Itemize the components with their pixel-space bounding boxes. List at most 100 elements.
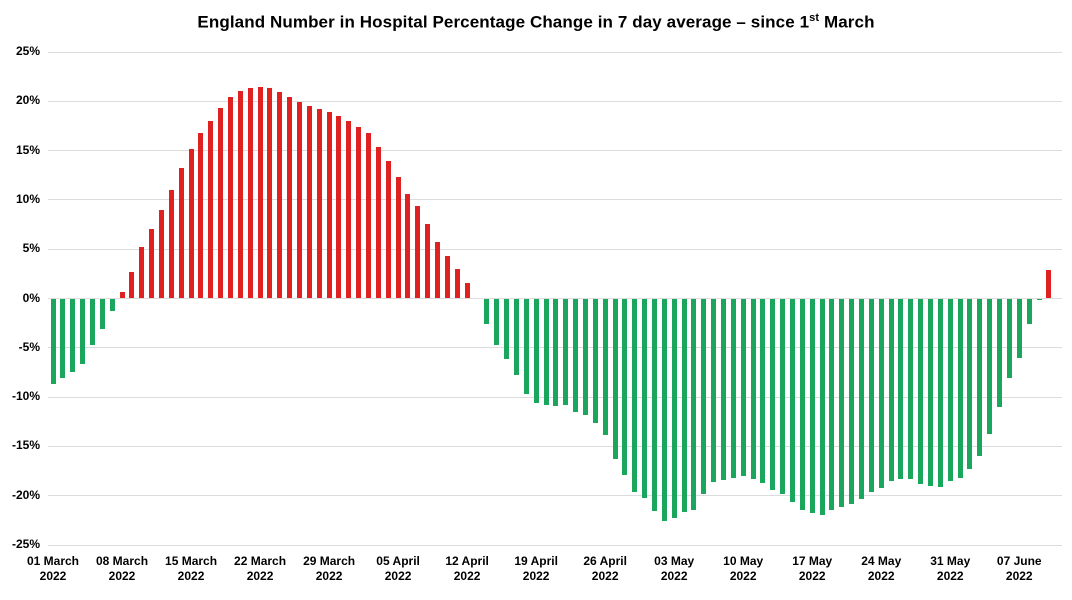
bar [1016, 298, 1022, 358]
x-tick-label: 24 May 2022 [861, 554, 901, 584]
bar [178, 168, 184, 299]
x-tick-date: 10 May [723, 554, 764, 568]
x-tick-date: 22 March [234, 554, 287, 568]
x-tick-date: 12 April [445, 554, 489, 568]
y-tick-label: -15% [11, 438, 40, 453]
x-tick-year: 2022 [246, 569, 274, 583]
x-tick-label: 19 April 2022 [514, 554, 558, 584]
bar [316, 109, 322, 299]
bar [129, 271, 135, 299]
x-tick-year: 2022 [108, 569, 136, 583]
bar [642, 298, 648, 498]
x-tick-year: 2022 [522, 569, 550, 583]
bar [504, 298, 510, 359]
x-tick-label: 07 June 2022 [997, 554, 1042, 584]
bar [415, 205, 421, 299]
x-tick-year: 2022 [177, 569, 205, 583]
bar [701, 298, 707, 494]
x-tick-date: 29 March [303, 554, 356, 568]
bar [997, 298, 1003, 407]
x-tick-label: 15 March 2022 [165, 554, 217, 584]
bar [868, 298, 874, 492]
bar [237, 91, 243, 299]
bar [849, 298, 855, 504]
x-tick-date: 05 April [376, 554, 420, 568]
bar [60, 298, 66, 379]
y-tick-label: -5% [18, 339, 40, 354]
bar [760, 298, 766, 483]
bar [198, 132, 204, 299]
bar [158, 209, 164, 299]
bar [553, 298, 559, 406]
x-tick-date: 31 May [930, 554, 971, 568]
bar [405, 193, 411, 299]
bar [671, 298, 677, 519]
x-tick-label: 03 May 2022 [654, 554, 694, 584]
x-tick-year: 2022 [384, 569, 412, 583]
bar [1026, 298, 1032, 325]
x-tick-date: 08 March [96, 554, 149, 568]
bar [780, 298, 786, 494]
x-tick-year: 2022 [1005, 569, 1033, 583]
bar [523, 298, 529, 395]
chart-title-text-end: March [819, 12, 875, 32]
bar [563, 298, 569, 405]
x-tick-label: 22 March 2022 [234, 554, 286, 584]
bar [336, 116, 342, 299]
bar [326, 112, 332, 299]
x-tick-label: 29 March 2022 [303, 554, 355, 584]
x-tick-date: 03 May [654, 554, 695, 568]
x-tick-label: 08 March 2022 [96, 554, 148, 584]
bar [435, 242, 441, 299]
bar [297, 102, 302, 299]
bar [967, 298, 973, 470]
x-tick-label: 05 April 2022 [376, 554, 420, 584]
bar [632, 298, 638, 492]
bar [109, 298, 115, 312]
bar [957, 298, 963, 478]
bar [89, 298, 95, 345]
bar [533, 298, 539, 404]
bar [375, 146, 381, 299]
bar [1006, 298, 1012, 379]
bar [385, 161, 391, 299]
y-gridline [48, 51, 1062, 53]
bar [99, 298, 105, 330]
x-tick-label: 12 April 2022 [445, 554, 489, 584]
y-tick-label: 10% [15, 191, 40, 206]
bar [681, 298, 687, 513]
bar [425, 223, 431, 299]
bar [859, 298, 865, 499]
chart-title-superscript: st [809, 12, 820, 24]
y-tick-label: -10% [11, 389, 40, 404]
bar [730, 298, 736, 478]
bar [839, 298, 845, 507]
bar [799, 298, 805, 510]
bar [691, 298, 697, 510]
bar [947, 298, 953, 481]
y-tick-label: 0% [22, 290, 40, 305]
bar [543, 298, 549, 405]
bar [454, 268, 460, 299]
bar [829, 298, 835, 510]
y-gridline [48, 199, 1062, 201]
bar [218, 108, 224, 299]
bar [277, 92, 283, 299]
bar [770, 298, 776, 490]
chart-title-text: England Number in Hospital Percentage Ch… [197, 12, 810, 32]
x-tick-year: 2022 [729, 569, 757, 583]
bar [444, 256, 450, 299]
bar [918, 298, 924, 484]
y-tick-label: 20% [15, 93, 40, 108]
bar [149, 229, 155, 299]
chart-title: England Number in Hospital Percentage Ch… [0, 12, 1072, 33]
bar [395, 177, 401, 299]
bar [287, 97, 293, 299]
bar [119, 291, 125, 299]
bar [878, 298, 884, 488]
bar [651, 298, 657, 512]
bar [888, 298, 894, 481]
bar [1036, 298, 1042, 301]
x-tick-date: 19 April [514, 554, 558, 568]
